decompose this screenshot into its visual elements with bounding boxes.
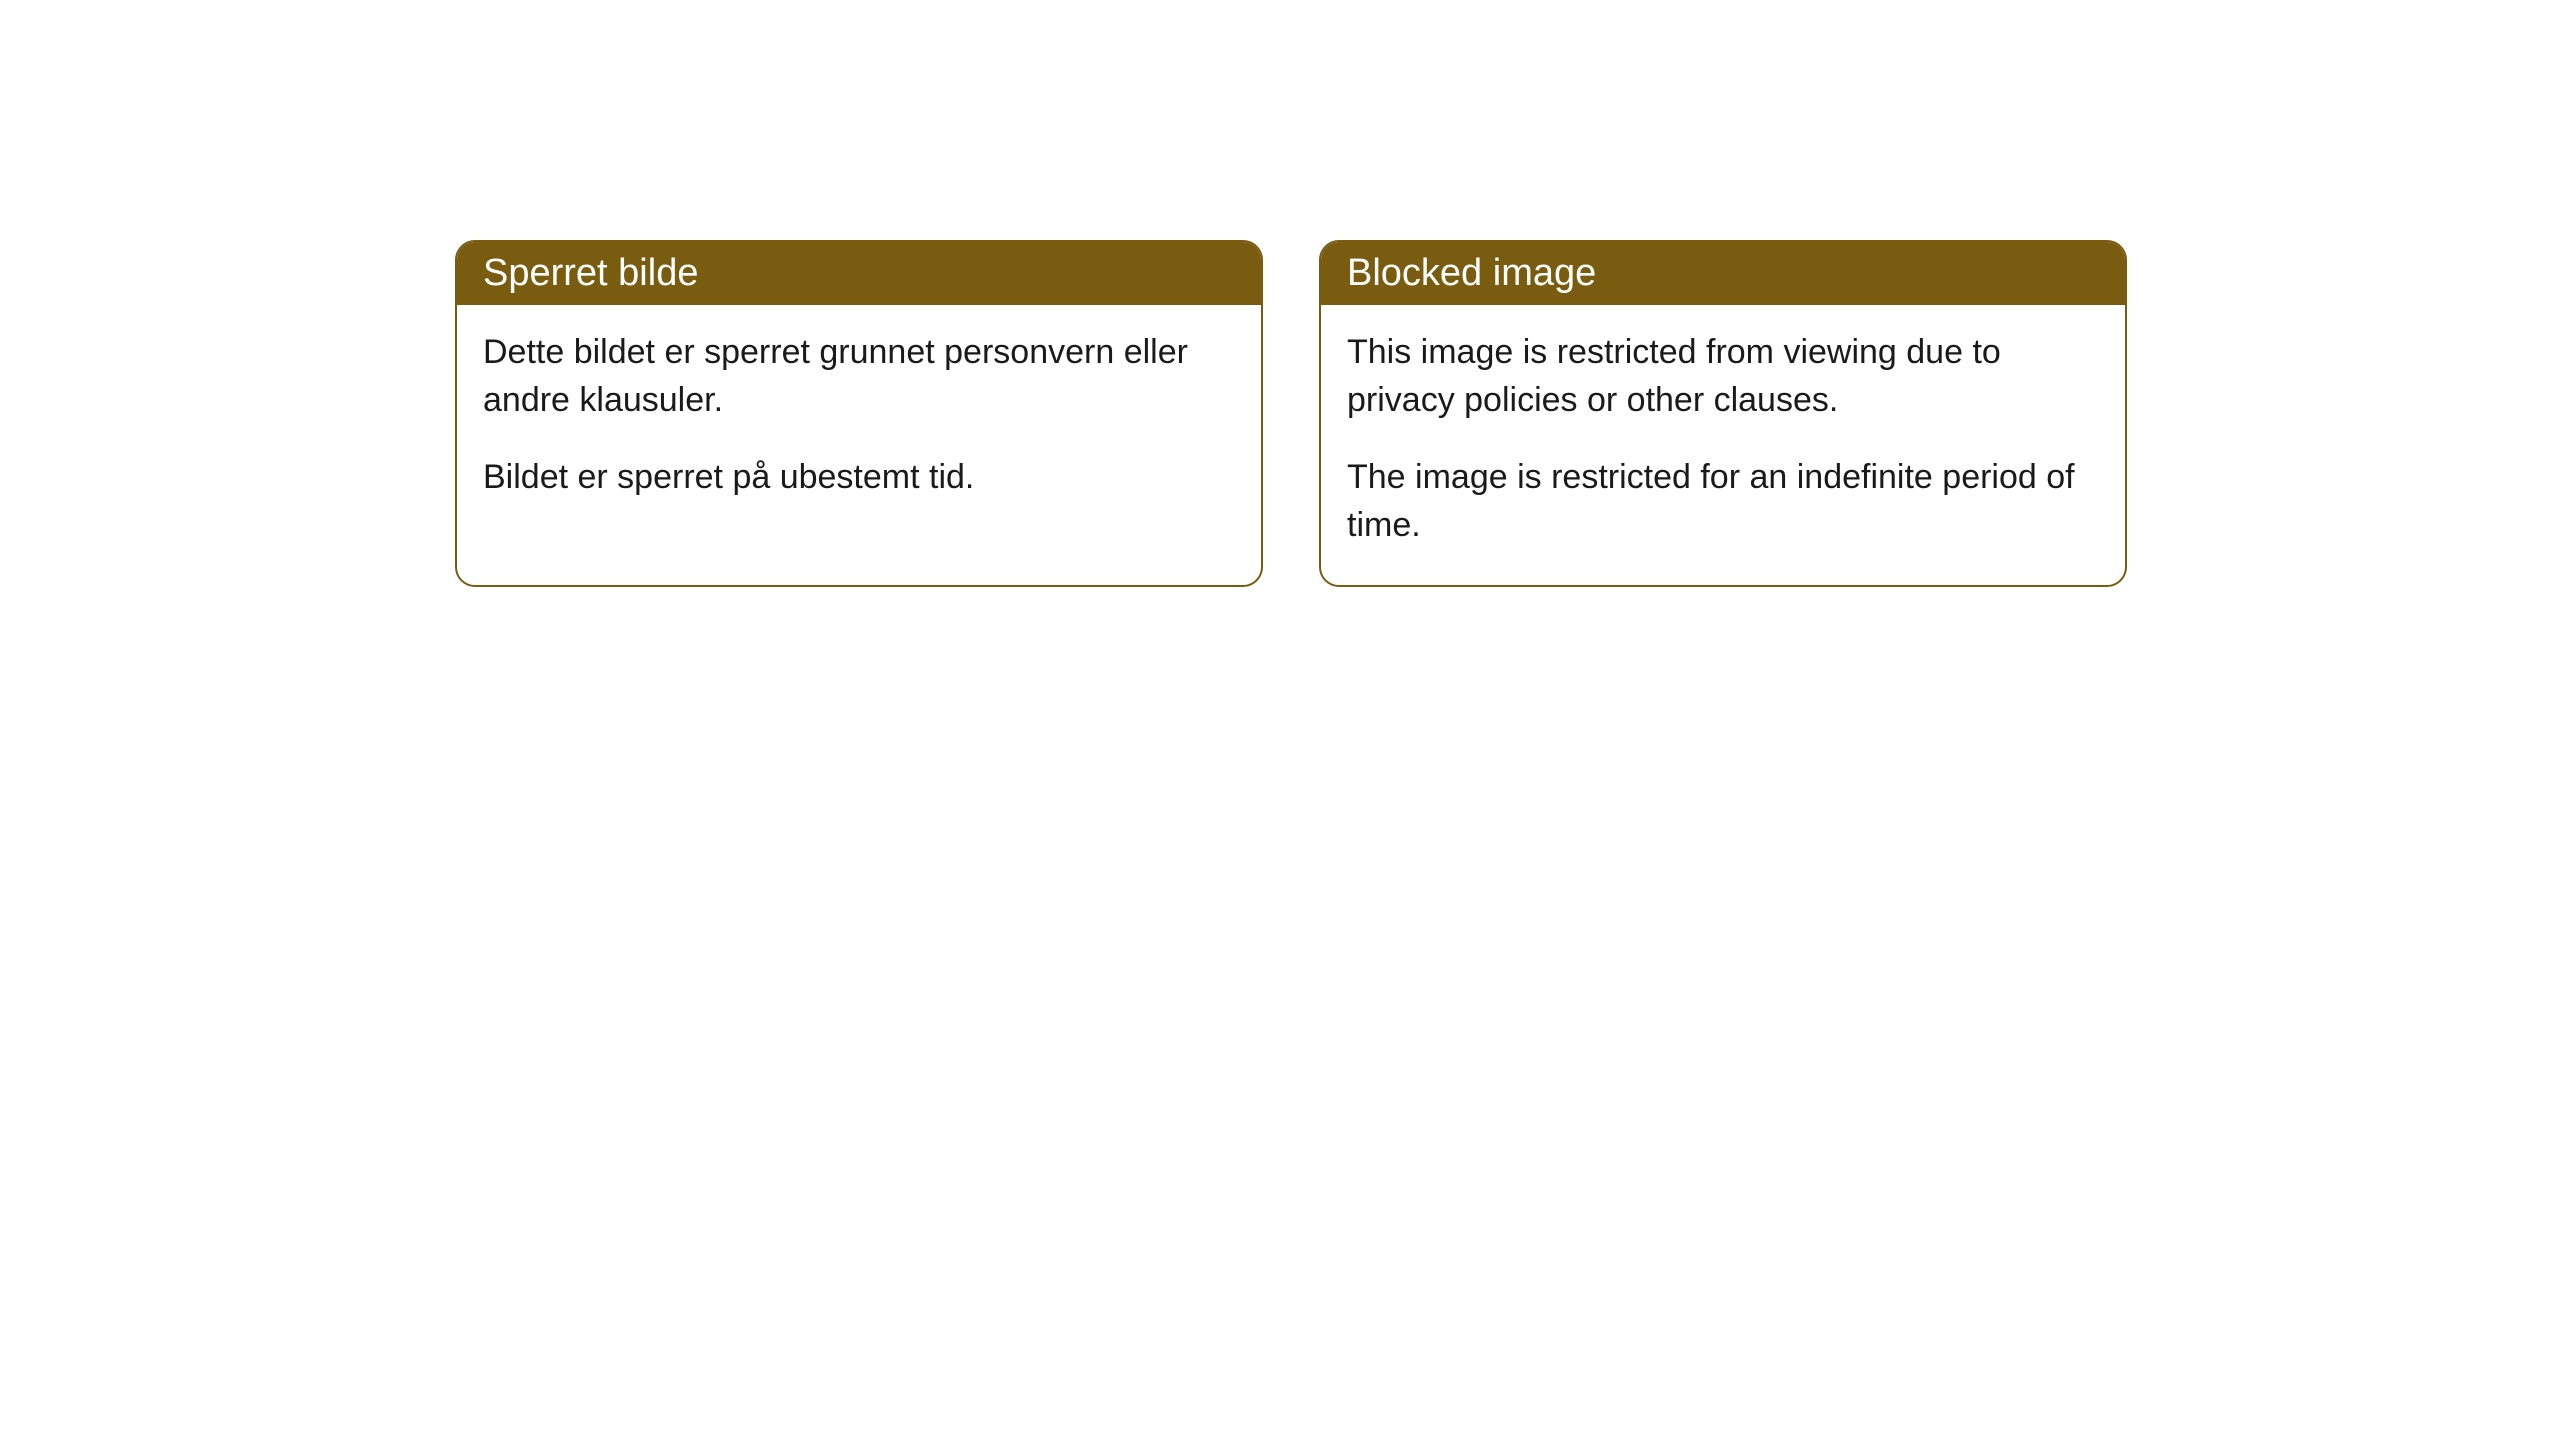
card-title-en: Blocked image bbox=[1347, 252, 1596, 294]
card-paragraph-2-en: The image is restricted for an indefinit… bbox=[1347, 454, 2099, 549]
card-title-no: Sperret bilde bbox=[483, 252, 698, 294]
card-paragraph-2-no: Bildet er sperret på ubestemt tid. bbox=[483, 454, 1235, 502]
blocked-image-card-en: Blocked image This image is restricted f… bbox=[1319, 240, 2127, 587]
card-header-no: Sperret bilde bbox=[457, 242, 1261, 305]
card-body-no: Dette bildet er sperret grunnet personve… bbox=[457, 305, 1261, 538]
card-paragraph-1-en: This image is restricted from viewing du… bbox=[1347, 329, 2099, 424]
card-paragraph-1-no: Dette bildet er sperret grunnet personve… bbox=[483, 329, 1235, 424]
card-body-en: This image is restricted from viewing du… bbox=[1321, 305, 2125, 585]
cards-container: Sperret bilde Dette bildet er sperret gr… bbox=[455, 240, 2127, 587]
blocked-image-card-no: Sperret bilde Dette bildet er sperret gr… bbox=[455, 240, 1263, 587]
card-header-en: Blocked image bbox=[1321, 242, 2125, 305]
